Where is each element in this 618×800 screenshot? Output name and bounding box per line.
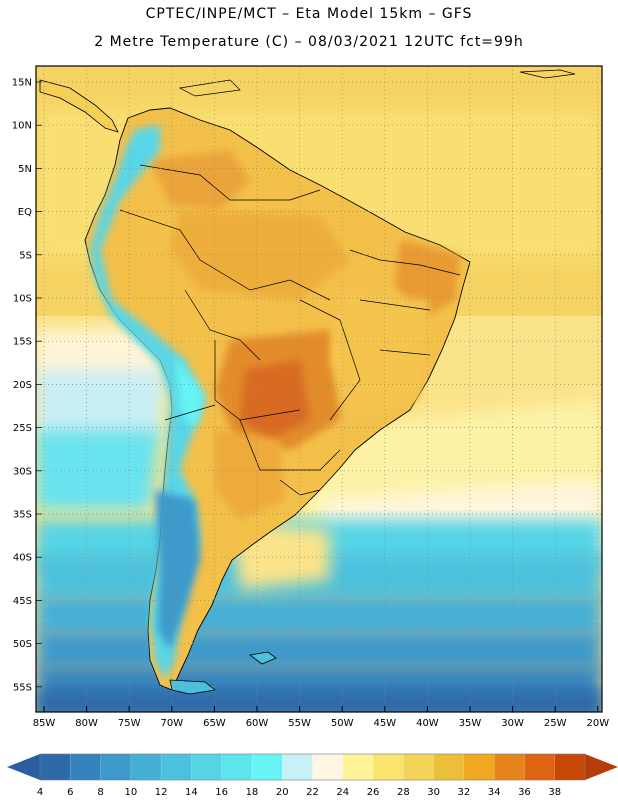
colorbar-cell — [40, 754, 71, 780]
colorbar-label: 26 — [367, 787, 380, 798]
colorbar-cell — [282, 754, 313, 780]
colorbar-label: 12 — [155, 787, 168, 798]
colorbar-label: 22 — [306, 787, 319, 798]
colorbar-cell — [100, 754, 132, 780]
latitude-labels: 15N 10N 5N EQ 5S 10S 15S 20S 25S 30S 35S 40S 45S 50S 5… — [12, 78, 32, 694]
colorbar-cell — [373, 754, 404, 780]
latitude-label: 55S — [13, 682, 32, 693]
latitude-label: 15S — [13, 337, 32, 348]
chart-title-line-2: 2 Metre Temperature (C) – 08/03/2021 12U… — [94, 34, 524, 50]
latitude-label: 25S — [13, 423, 32, 434]
pacific-cool-band — [36, 330, 165, 380]
longitude-label: 70W — [160, 718, 183, 729]
colorbar-label: 28 — [397, 787, 410, 798]
latitude-label: 15N — [12, 78, 32, 89]
map-frame — [35, 65, 603, 713]
colorbar-cell — [191, 754, 223, 780]
colorbar-cell — [554, 754, 586, 780]
latitude-label: 5S — [19, 250, 32, 261]
longitude-label: 20W — [586, 718, 609, 729]
colorbar-cell — [161, 754, 192, 780]
colorbar-label: 32 — [458, 787, 471, 798]
map-gridlines — [36, 66, 602, 712]
colorbar-label: 6 — [67, 787, 73, 798]
central-america — [39, 79, 119, 133]
longitude-label: 45W — [373, 718, 396, 729]
longitude-label: 35W — [459, 718, 482, 729]
latitude-label: 35S — [13, 510, 32, 521]
latitude-label: 10S — [13, 294, 32, 305]
colorbar-label: 38 — [548, 787, 561, 798]
latitude-label: 20S — [13, 380, 32, 391]
colorbar-right-arrow — [585, 754, 618, 780]
colorbar-cell — [403, 754, 435, 780]
colorbar-label: 36 — [518, 787, 531, 798]
colorbar-cell — [524, 754, 556, 780]
colorbar-cell — [70, 754, 102, 780]
colorbar-cell — [494, 754, 525, 780]
longitude-label: 40W — [416, 718, 439, 729]
longitude-label: 80W — [75, 718, 98, 729]
longitude-label: 75W — [118, 718, 141, 729]
colorbar-label: 10 — [124, 787, 137, 798]
colorbar-cell — [463, 754, 495, 780]
colorbar-label: 30 — [427, 787, 440, 798]
falkland-islands — [249, 651, 277, 665]
longitude-label: 60W — [246, 718, 269, 729]
colorbar-label: 34 — [488, 787, 501, 798]
colorbar-label: 4 — [37, 787, 43, 798]
colorbar-label: 24 — [336, 787, 349, 798]
longitude-label: 25W — [544, 718, 567, 729]
latitude-label: 40S — [13, 553, 32, 564]
longitude-label: 55W — [288, 718, 311, 729]
colorbar-cell — [342, 754, 374, 780]
colorbar-label: 14 — [185, 787, 198, 798]
map-field — [36, 66, 602, 712]
temperature-colorbar: 4 6 8 10 12 14 16 18 20 22 24 26 28 30 32 34 36 38 — [7, 753, 618, 798]
colorbar-cell — [312, 754, 344, 780]
colorbar-cell — [130, 754, 162, 780]
latitude-label: 30S — [13, 466, 32, 477]
colorbar-label: 16 — [215, 787, 228, 798]
longitude-label: 85W — [33, 718, 56, 729]
longitude-labels: 85W 80W 75W 70W 65W 60W 55W 50W 45W 40W 35W 30W 25W 2… — [33, 706, 609, 729]
country-borders — [119, 164, 461, 496]
latitude-label: 5N — [18, 164, 32, 175]
colorbar-label: 8 — [97, 787, 103, 798]
colorbar-label: 20 — [276, 787, 289, 798]
latitude-label: 10N — [12, 121, 32, 132]
colorbar-cell — [251, 754, 283, 780]
longitude-label: 30W — [501, 718, 524, 729]
longitude-label: 50W — [331, 718, 354, 729]
colorbar-left-arrow — [7, 754, 40, 780]
latitude-label: EQ — [18, 207, 32, 218]
latitude-label: 45S — [13, 596, 32, 607]
colorbar-cell — [433, 754, 465, 780]
latitude-label: 50S — [13, 639, 32, 650]
longitude-label: 65W — [203, 718, 226, 729]
colorbar-cell — [221, 754, 253, 780]
colorbar-label: 18 — [246, 787, 259, 798]
chart-title-line-1: CPTEC/INPE/MCT – Eta Model 15km – GFS — [145, 6, 473, 22]
